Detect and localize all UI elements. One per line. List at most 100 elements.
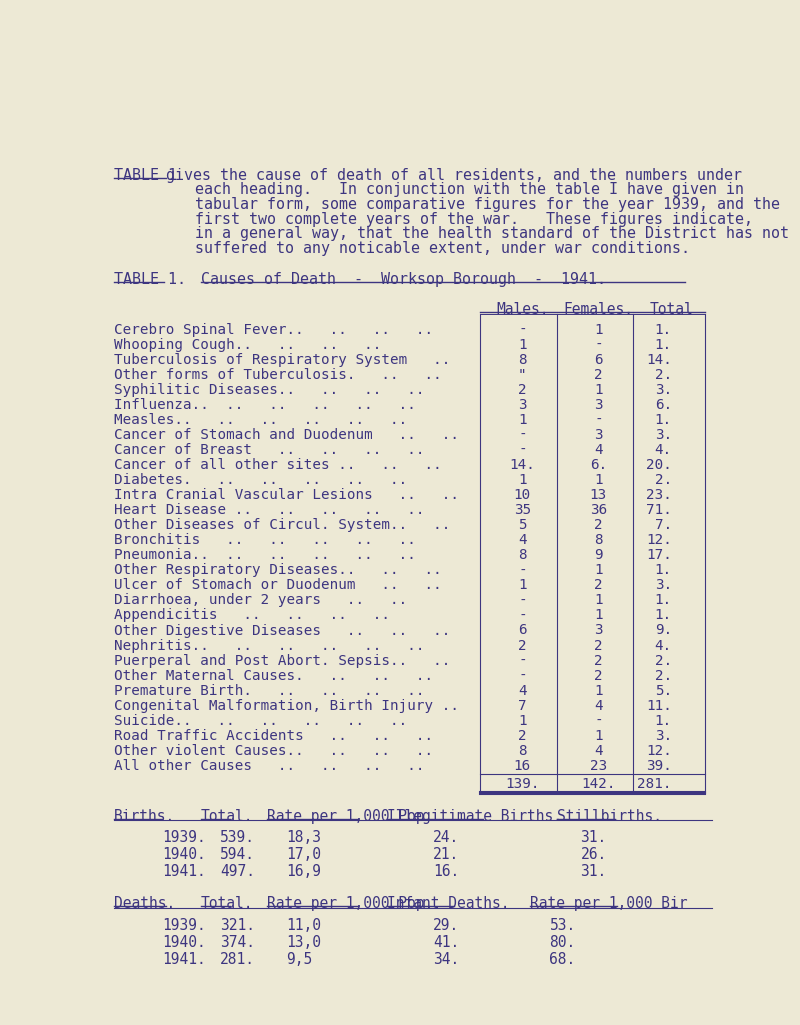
- Text: Road Traffic Accidents   ..   ..   ..: Road Traffic Accidents .. .. ..: [114, 729, 433, 742]
- Text: 6: 6: [594, 354, 602, 367]
- Text: 539.: 539.: [220, 830, 255, 846]
- Text: 21.: 21.: [434, 848, 459, 862]
- Text: 1940.: 1940.: [162, 848, 206, 862]
- Text: Other forms of Tuberculosis.   ..   ..: Other forms of Tuberculosis. .. ..: [114, 368, 442, 382]
- Text: 39.: 39.: [646, 758, 672, 773]
- Text: Other Diseases of Circul. System..   ..: Other Diseases of Circul. System.. ..: [114, 519, 450, 532]
- Text: 1: 1: [594, 383, 602, 398]
- Text: 36: 36: [590, 503, 607, 518]
- Text: Cancer of Stomach and Duodenum   ..   ..: Cancer of Stomach and Duodenum .. ..: [114, 428, 459, 443]
- Text: 2: 2: [518, 639, 526, 653]
- Text: 2: 2: [518, 729, 526, 742]
- Text: 2.: 2.: [654, 368, 672, 382]
- Text: 1: 1: [518, 578, 526, 592]
- Text: Cancer of Breast   ..   ..   ..   ..: Cancer of Breast .. .. .. ..: [114, 444, 425, 457]
- Text: 31.: 31.: [581, 864, 606, 879]
- Text: Rate per 1,000 Bir: Rate per 1,000 Bir: [530, 897, 688, 911]
- Text: -: -: [518, 444, 526, 457]
- Text: Total.: Total.: [201, 809, 254, 824]
- Text: 1941.: 1941.: [162, 952, 206, 967]
- Text: gives the cause of death of all residents, and the numbers under: gives the cause of death of all resident…: [166, 168, 742, 182]
- Text: Ulcer of Stomach or Duodenum   ..   ..: Ulcer of Stomach or Duodenum .. ..: [114, 578, 442, 592]
- Text: 9: 9: [594, 548, 602, 563]
- Text: Nephritis..   ..   ..   ..   ..   ..: Nephritis.. .. .. .. .. ..: [114, 639, 425, 653]
- Text: first two complete years of the war.   These figures indicate,: first two complete years of the war. The…: [114, 211, 753, 227]
- Text: 8: 8: [518, 548, 526, 563]
- Text: Females.: Females.: [563, 301, 634, 317]
- Text: Deaths.: Deaths.: [114, 897, 175, 911]
- Text: 8: 8: [518, 354, 526, 367]
- Text: 16,9: 16,9: [286, 864, 321, 879]
- Text: 26.: 26.: [581, 848, 606, 862]
- Text: Diabetes.   ..   ..   ..   ..   ..: Diabetes. .. .. .. .. ..: [114, 474, 407, 487]
- Text: 1.: 1.: [654, 413, 672, 427]
- Text: Cerebro Spinal Fever..   ..   ..   ..: Cerebro Spinal Fever.. .. .. ..: [114, 323, 433, 337]
- Text: 1939.: 1939.: [162, 830, 206, 846]
- Text: Measles..   ..   ..   ..   ..   ..: Measles.. .. .. .. .. ..: [114, 413, 407, 427]
- Text: 13,0: 13,0: [286, 935, 321, 950]
- Text: Puerperal and Post Abort. Sepsis..   ..: Puerperal and Post Abort. Sepsis.. ..: [114, 654, 450, 667]
- Text: 1: 1: [594, 474, 602, 487]
- Text: 8: 8: [518, 743, 526, 757]
- Text: 24.: 24.: [434, 830, 459, 846]
- Text: Diarrhoea, under 2 years   ..   ..: Diarrhoea, under 2 years .. ..: [114, 593, 407, 608]
- Text: Cancer of all other sites ..   ..   ..: Cancer of all other sites .. .. ..: [114, 458, 442, 473]
- Text: 6.: 6.: [590, 458, 607, 473]
- Text: All other Causes   ..   ..   ..   ..: All other Causes .. .. .. ..: [114, 758, 425, 773]
- Text: 14.: 14.: [646, 354, 672, 367]
- Text: 41.: 41.: [434, 935, 459, 950]
- Text: 374.: 374.: [220, 935, 255, 950]
- Text: 1939.: 1939.: [162, 918, 206, 933]
- Text: 3: 3: [594, 399, 602, 412]
- Text: 1: 1: [518, 474, 526, 487]
- Text: 1: 1: [518, 713, 526, 728]
- Text: Heart Disease ..   ..   ..   ..   ..: Heart Disease .. .. .. .. ..: [114, 503, 425, 518]
- Text: 3: 3: [594, 428, 602, 443]
- Text: 1: 1: [518, 413, 526, 427]
- Text: 3.: 3.: [654, 383, 672, 398]
- Text: 34.: 34.: [434, 952, 459, 967]
- Text: 6: 6: [518, 623, 526, 638]
- Text: 23: 23: [590, 758, 607, 773]
- Text: Total: Total: [650, 301, 694, 317]
- Text: 139.: 139.: [505, 777, 540, 790]
- Text: Causes of Death  -  Worksop Borough  -  1941.: Causes of Death - Worksop Borough - 1941…: [201, 273, 606, 287]
- Text: Influenza..  ..   ..   ..   ..   ..: Influenza.. .. .. .. .. ..: [114, 399, 416, 412]
- Text: 2: 2: [594, 368, 602, 382]
- Text: 1.: 1.: [654, 564, 672, 577]
- Text: 11.: 11.: [646, 699, 672, 712]
- Text: Whooping Cough..   ..   ..   ..: Whooping Cough.. .. .. ..: [114, 338, 382, 353]
- Text: 12.: 12.: [646, 533, 672, 547]
- Text: 10: 10: [514, 488, 531, 502]
- Text: 1: 1: [594, 564, 602, 577]
- Text: -: -: [594, 713, 602, 728]
- Text: -: -: [518, 323, 526, 337]
- Text: Total.: Total.: [201, 897, 254, 911]
- Text: Pneumonia..  ..   ..   ..   ..   ..: Pneumonia.. .. .. .. .. ..: [114, 548, 416, 563]
- Text: 11,0: 11,0: [286, 918, 321, 933]
- Text: 1: 1: [518, 338, 526, 353]
- Text: 7: 7: [518, 699, 526, 712]
- Text: 3.: 3.: [654, 578, 672, 592]
- Text: -: -: [518, 609, 526, 622]
- Text: 12.: 12.: [646, 743, 672, 757]
- Text: -: -: [518, 428, 526, 443]
- Text: -: -: [594, 413, 602, 427]
- Text: 20.: 20.: [646, 458, 672, 473]
- Text: each heading.   In conjunction with the table I have given in: each heading. In conjunction with the ta…: [114, 182, 744, 197]
- Text: 1941.: 1941.: [162, 864, 206, 879]
- Text: 321.: 321.: [220, 918, 255, 933]
- Text: suffered to any noticable extent, under war conditions.: suffered to any noticable extent, under …: [114, 241, 690, 256]
- Text: Rate per 1,000 Pop.: Rate per 1,000 Pop.: [266, 897, 433, 911]
- Text: 29.: 29.: [434, 918, 459, 933]
- Text: 3.: 3.: [654, 729, 672, 742]
- Text: Premature Birth.   ..   ..   ..   ..: Premature Birth. .. .. .. ..: [114, 684, 425, 698]
- Text: 18,3: 18,3: [286, 830, 321, 846]
- Text: 1.: 1.: [654, 609, 672, 622]
- Text: 17.: 17.: [646, 548, 672, 563]
- Text: 4: 4: [594, 699, 602, 712]
- Text: 1: 1: [594, 729, 602, 742]
- Text: 1: 1: [594, 609, 602, 622]
- Text: 1.: 1.: [654, 713, 672, 728]
- Text: -: -: [518, 593, 526, 608]
